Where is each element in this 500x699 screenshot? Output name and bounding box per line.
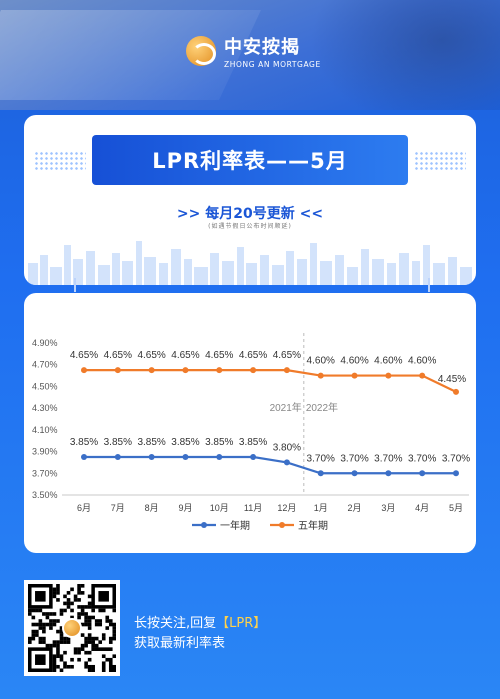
- x-tick-label: 11月: [244, 503, 262, 513]
- legend-marker: [201, 522, 207, 528]
- x-tick-label: 4月: [415, 503, 429, 513]
- data-point: [283, 459, 290, 466]
- x-tick-label: 5月: [449, 503, 463, 513]
- data-point: [351, 470, 358, 477]
- page-title: LPR利率表——5月: [34, 135, 466, 185]
- data-point: [182, 367, 189, 374]
- data-point: [317, 372, 324, 379]
- qr-code-pattern: [28, 584, 116, 672]
- data-point: [351, 372, 358, 379]
- data-label: 3.85%: [137, 437, 165, 448]
- data-point: [148, 367, 155, 374]
- data-point: [250, 367, 257, 374]
- cta-line2: 获取最新利率表: [134, 636, 226, 651]
- data-point: [453, 388, 459, 395]
- follow-cta: 长按关注,回复【LPR】 获取最新利率表: [134, 614, 266, 654]
- data-point: [250, 454, 257, 460]
- y-tick-label: 4.10%: [32, 425, 58, 435]
- chart-card: 4.90% 4.70% 4.50% 4.30% 4.10% 3.90% 3.70% 3.50%…: [24, 293, 476, 553]
- hero-person-decoration: [310, 0, 500, 110]
- data-point: [385, 372, 392, 379]
- qr-logo-icon: [62, 618, 82, 638]
- x-tick-label: 3月: [381, 503, 395, 513]
- data-point: [419, 470, 426, 477]
- data-label: 3.85%: [239, 437, 267, 448]
- data-label: 4.65%: [171, 350, 199, 361]
- data-label: 4.65%: [104, 350, 132, 361]
- data-label: 4.45%: [438, 374, 466, 385]
- cta-keyword: 【LPR】: [216, 616, 267, 631]
- data-label: 3.70%: [408, 453, 436, 464]
- legend-label: 一年期: [220, 519, 250, 532]
- data-label: 4.60%: [340, 356, 368, 367]
- year-label-left: 2021年: [270, 401, 302, 414]
- data-label: 3.85%: [205, 437, 233, 448]
- data-label: 3.85%: [171, 437, 199, 448]
- x-tick-label: 6月: [77, 503, 91, 513]
- x-tick-label: 7月: [111, 503, 125, 513]
- brand-logo: 中安按揭 ZHONG AN MORTGAGE: [186, 33, 321, 69]
- holiday-note: (如遇节假日公布时间顺延): [208, 223, 292, 230]
- data-point: [148, 454, 155, 460]
- data-label: 3.70%: [442, 453, 470, 464]
- brand-name-cn: 中安按揭: [224, 37, 300, 58]
- data-label: 4.65%: [205, 350, 233, 361]
- data-label: 4.65%: [137, 350, 165, 361]
- data-label: 3.70%: [374, 453, 402, 464]
- data-label: 4.60%: [408, 356, 436, 367]
- cta-line1: 长按关注,回复: [134, 616, 217, 631]
- brand-logo-icon: [186, 36, 216, 66]
- data-label: 4.60%: [307, 356, 335, 367]
- data-label: 3.85%: [70, 437, 98, 448]
- card-connector-right: [428, 278, 430, 292]
- data-label: 4.65%: [239, 350, 267, 361]
- y-tick-label: 3.90%: [32, 447, 58, 457]
- y-tick-label: 4.50%: [32, 381, 58, 391]
- data-point: [216, 367, 223, 374]
- data-point: [81, 454, 87, 460]
- card-connector-left: [74, 278, 76, 292]
- data-label: 3.70%: [307, 453, 335, 464]
- data-point: [283, 367, 290, 374]
- data-point: [81, 367, 87, 374]
- data-point: [114, 367, 121, 374]
- y-tick-label: 4.90%: [32, 338, 58, 348]
- data-point: [453, 470, 459, 477]
- y-tick-label: 3.50%: [32, 490, 58, 500]
- qr-code[interactable]: [24, 580, 120, 676]
- x-tick-label: 9月: [178, 503, 192, 513]
- city-skyline-illustration: [28, 241, 472, 285]
- data-label: 3.80%: [273, 442, 301, 453]
- x-tick-label: 10月: [210, 503, 229, 513]
- data-label: 3.70%: [340, 453, 368, 464]
- series-line-five-year: [84, 369, 457, 393]
- lpr-line-chart: 4.90% 4.70% 4.50% 4.30% 4.10% 3.90% 3.70% 3.50%…: [32, 333, 470, 532]
- x-tick-label: 8月: [145, 503, 159, 513]
- data-label: 4.60%: [374, 356, 402, 367]
- data-label: 4.65%: [273, 350, 301, 361]
- legend-marker: [279, 522, 285, 528]
- data-point: [182, 454, 189, 460]
- brand-name-en: ZHONG AN MORTGAGE: [224, 60, 321, 69]
- x-tick-label: 12月: [277, 503, 296, 513]
- x-tick-label: 1月: [314, 503, 328, 513]
- y-tick-label: 4.70%: [32, 360, 58, 370]
- data-point: [114, 454, 121, 460]
- data-label: 3.85%: [104, 437, 132, 448]
- data-label: 4.65%: [70, 350, 98, 361]
- year-label-right: 2022年: [306, 401, 338, 414]
- title-card: LPR利率表——5月 >> 每月20号更新 << (如遇节假日公布时间顺延): [24, 115, 476, 285]
- data-point: [216, 454, 223, 460]
- data-point: [385, 470, 392, 477]
- series-line-one-year: [84, 455, 456, 475]
- data-point: [419, 372, 426, 379]
- update-subtitle: >> 每月20号更新 <<: [176, 206, 324, 222]
- y-tick-label: 3.70%: [32, 468, 58, 478]
- legend-label: 五年期: [298, 519, 328, 532]
- hero-banner: [0, 0, 500, 110]
- y-tick-label: 4.30%: [32, 403, 58, 413]
- x-tick-label: 2月: [348, 503, 362, 513]
- data-point: [317, 470, 324, 477]
